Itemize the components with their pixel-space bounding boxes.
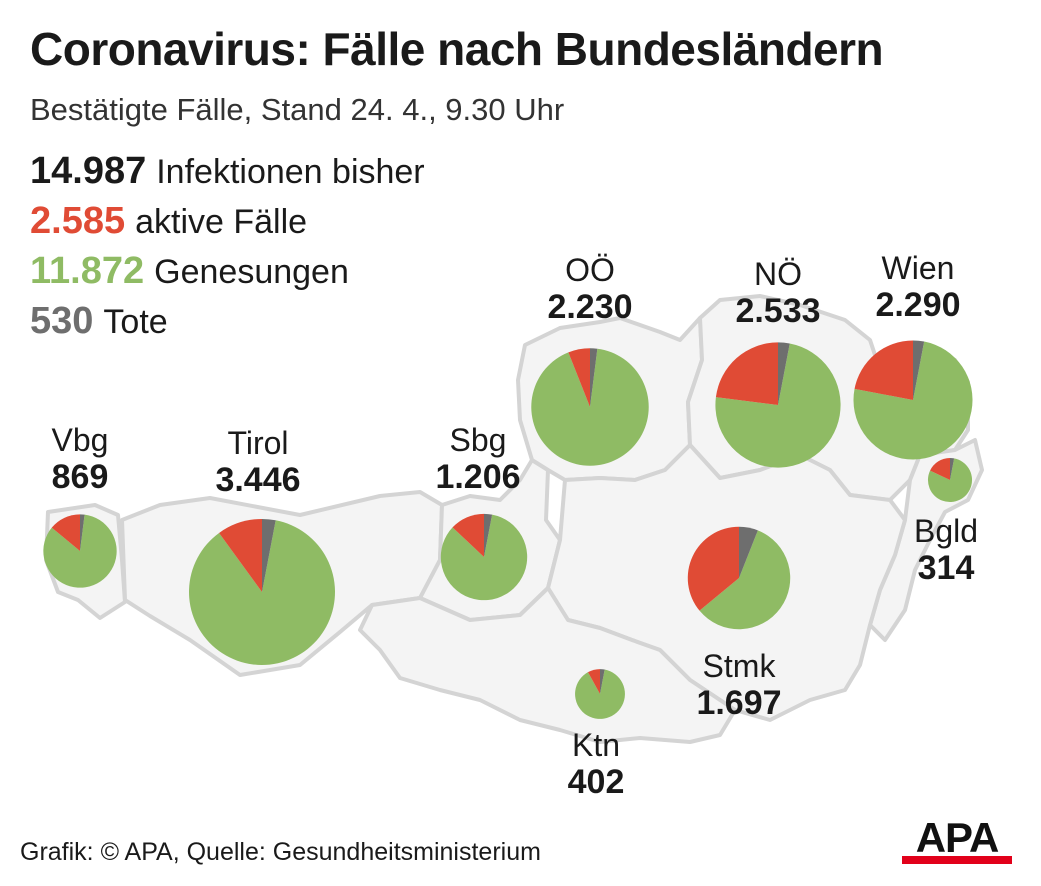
label-ktn-name: Ktn [571, 727, 621, 763]
summary-infections-value: 14.987 [30, 150, 147, 192]
austria-state-borders [44, 294, 984, 744]
pie-slice-active-tirol [219, 519, 262, 592]
pie-slice-recovered-sbg [440, 514, 528, 601]
pie-slice-deaths-bgld [950, 457, 955, 480]
label-bgld-value: 314 [917, 549, 975, 587]
summary-infections: 14.987 Infektionen bisher [30, 150, 425, 193]
label-bgld: Bgld 314 [914, 513, 978, 587]
pie-layer [43, 340, 973, 719]
label-ktn: Ktn 402 [568, 727, 625, 801]
pie-slice-recovered-stmk [699, 530, 791, 630]
chart-subtitle: Bestätigte Fälle, Stand 24. 4., 9.30 Uhr [30, 92, 565, 127]
pie-slice-active-noe [715, 342, 778, 405]
label-ktn-value: 402 [567, 763, 625, 801]
pie-slice-recovered-tirol [189, 520, 336, 665]
pie-slice-active-bgld [930, 457, 950, 480]
pie-slice-deaths-noe [778, 342, 790, 405]
pie-slice-recovered-vbg [43, 514, 117, 588]
label-stmk: Stmk 1.697 [696, 648, 781, 722]
label-sbg-name: Sbg [449, 422, 507, 458]
chart-title: Coronavirus: Fälle nach Bundesländern [30, 23, 884, 75]
label-stmk-name: Stmk [702, 648, 776, 684]
apa-logo-bar [902, 856, 1012, 864]
summary-active-label: aktive Fälle [135, 203, 308, 241]
label-noe-value: 2.533 [735, 292, 821, 330]
label-wien: Wien 2.290 [875, 250, 960, 324]
label-sbg: Sbg 1.206 [435, 422, 520, 496]
label-wien-value: 2.290 [875, 286, 961, 324]
label-tirol: Tirol 3.446 [215, 425, 300, 499]
apa-logo-text: APA [916, 816, 999, 861]
label-vbg: Vbg 869 [52, 422, 109, 496]
summary-recovered-value: 11.872 [30, 250, 145, 292]
summary-deaths-label: Tote [103, 303, 168, 341]
label-ooe-name: OÖ [565, 252, 615, 288]
summary-deaths-value: 530 [30, 300, 94, 342]
pie-slice-deaths-ooe [590, 348, 598, 407]
pie-slice-active-wien [854, 340, 913, 400]
summary-infections-label: Infektionen bisher [156, 153, 425, 191]
pie-slice-active-ooe [568, 348, 590, 407]
label-ooe: OÖ 2.230 [547, 252, 632, 326]
label-stmk-value: 1.697 [696, 684, 782, 722]
pie-slice-recovered-ooe [531, 348, 649, 466]
apa-logo: APA [902, 816, 1012, 864]
pie-slice-deaths-vbg [80, 514, 85, 551]
summary-active: 2.585 aktive Fälle [30, 200, 307, 243]
pie-slice-recovered-bgld [927, 458, 973, 503]
pie-slice-active-sbg [452, 513, 484, 557]
label-tirol-value: 3.446 [215, 461, 301, 499]
label-vbg-value: 869 [51, 458, 109, 496]
label-noe-name: NÖ [754, 256, 802, 292]
label-sbg-value: 1.206 [435, 458, 521, 496]
label-vbg-name: Vbg [51, 422, 109, 458]
pie-slice-deaths-wien [913, 340, 925, 400]
pie-slice-deaths-stmk [739, 526, 758, 578]
pie-slice-deaths-ktn [600, 669, 605, 694]
label-noe: NÖ 2.533 [735, 256, 820, 330]
source-footer: Grafik: © APA, Quelle: Gesundheitsminist… [20, 838, 541, 866]
label-tirol-name: Tirol [227, 425, 289, 461]
summary-recovered: 11.872 Genesungen [30, 250, 349, 293]
summary-deaths: 530 Tote [30, 300, 168, 343]
pie-slice-deaths-sbg [484, 513, 493, 557]
pie-slice-deaths-tirol [262, 519, 276, 592]
label-wien-name: Wien [881, 250, 955, 286]
pie-slice-recovered-noe [715, 343, 841, 468]
pie-slice-active-ktn [587, 669, 600, 694]
region-shape-ktn [358, 586, 737, 744]
pie-slice-recovered-wien [853, 341, 973, 460]
summary-recovered-label: Genesungen [154, 253, 349, 291]
pie-slice-active-vbg [51, 514, 80, 551]
label-bgld-name: Bgld [913, 513, 979, 549]
pie-slice-recovered-ktn [575, 669, 625, 719]
pie-slice-active-stmk [687, 526, 739, 611]
summary-active-value: 2.585 [30, 200, 126, 242]
label-ooe-value: 2.230 [547, 288, 633, 326]
